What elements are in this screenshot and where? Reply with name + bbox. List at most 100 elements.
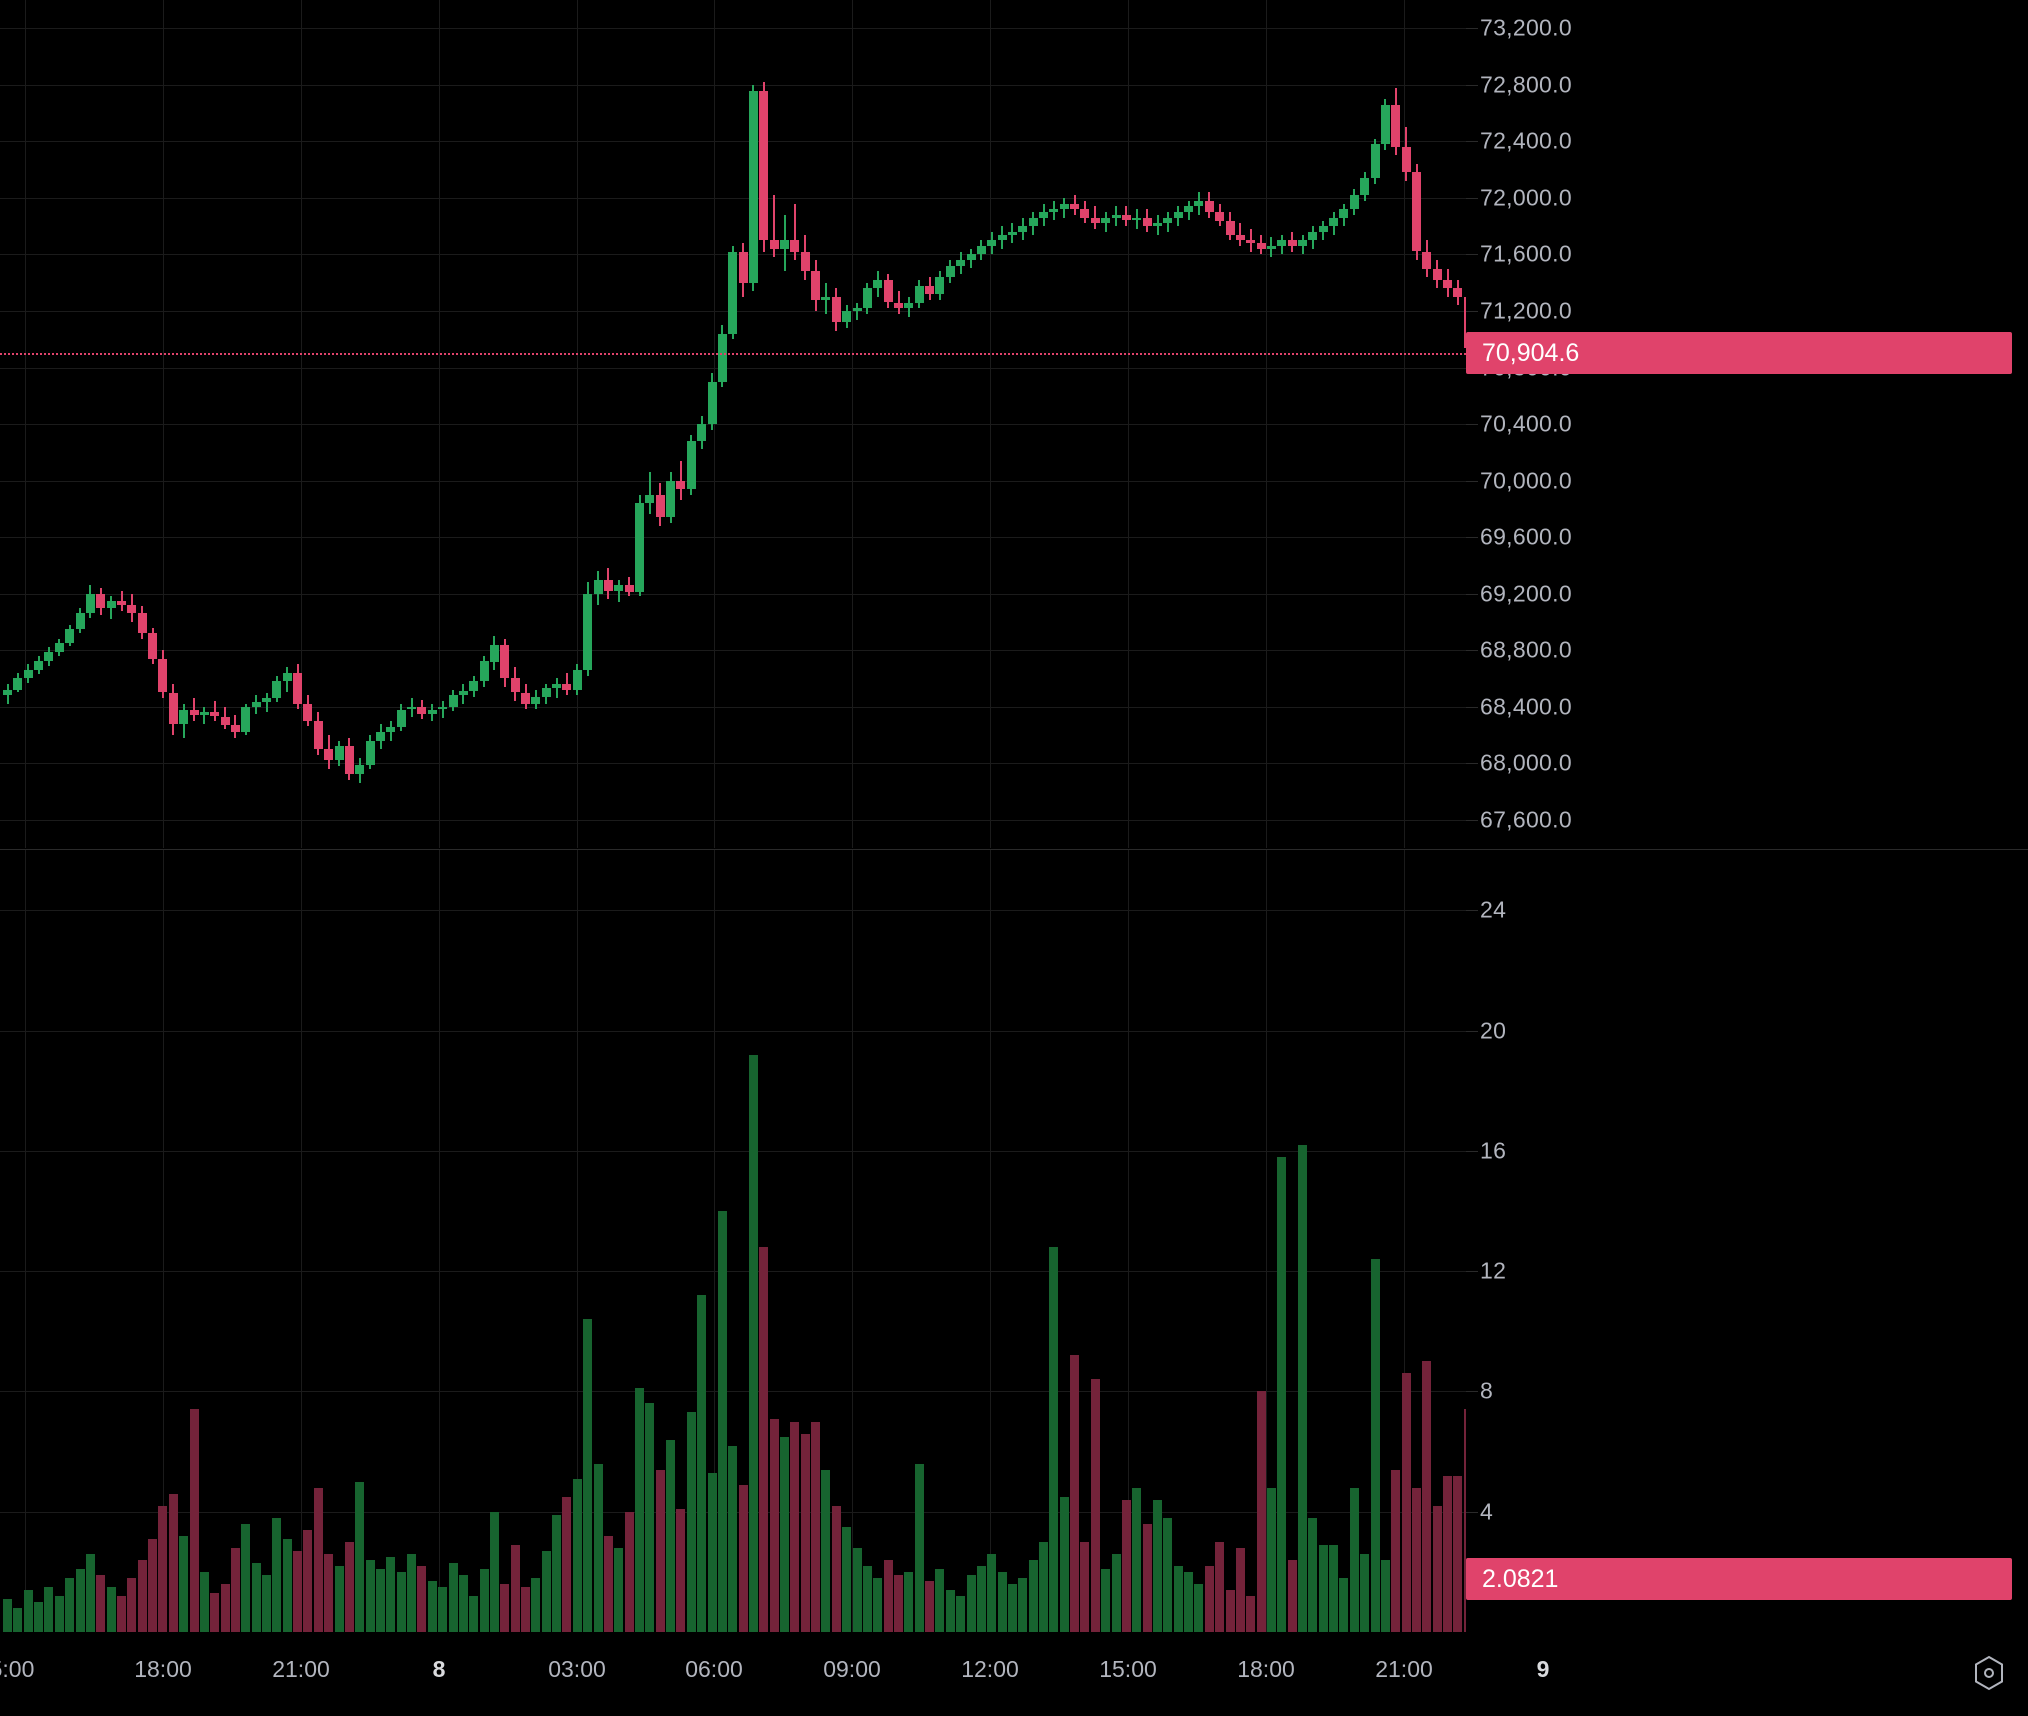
candle-body — [262, 698, 271, 703]
price-pane[interactable] — [0, 0, 1466, 848]
candle-body — [13, 678, 23, 690]
volume-bar — [1246, 1595, 1256, 1632]
candle-body — [748, 90, 758, 283]
time-axis[interactable]: 5:00 18:00 21:00 8 03:00 06:00 09:00 12:00 15:00… — [0, 1632, 2028, 1716]
volume-bar — [3, 1598, 12, 1632]
volume-bar — [479, 1568, 489, 1632]
gridline — [0, 367, 1466, 369]
candle-wick — [565, 672, 568, 696]
candle-body — [65, 628, 75, 643]
volume-bar — [666, 1439, 675, 1632]
target-icon[interactable] — [1968, 1652, 2010, 1694]
volume-bar — [106, 1586, 116, 1632]
volume-bar — [1329, 1544, 1339, 1632]
candle-body — [1153, 223, 1162, 227]
candle-body — [427, 709, 437, 714]
volume-bar — [96, 1574, 106, 1632]
volume-pane[interactable] — [0, 850, 1466, 1632]
gridline — [0, 197, 1466, 199]
gridline — [0, 650, 1466, 652]
candle-body — [1194, 200, 1204, 207]
price-axis[interactable]: 73,200.0 72,800.0 72,400.0 72,000.0 71,600.0… — [1466, 0, 2028, 849]
price-axis-tick-label: 72,800.0 — [1480, 71, 1572, 98]
volume-bar — [282, 1538, 292, 1632]
volume-bar — [914, 1463, 924, 1632]
volume-bar — [800, 1433, 810, 1632]
volume-bar — [510, 1544, 520, 1632]
price-axis-tick-label: 68,000.0 — [1480, 749, 1572, 776]
volume-bar — [1391, 1469, 1401, 1632]
candle-body — [956, 260, 966, 266]
candle-body — [1360, 178, 1370, 196]
candle-body — [1132, 217, 1142, 221]
volume-bar — [344, 1541, 354, 1632]
gridline — [990, 0, 991, 848]
volume-bar — [1039, 1541, 1048, 1632]
volume-bar — [220, 1583, 230, 1632]
volume-bar — [728, 1445, 738, 1632]
pane-divider[interactable] — [0, 849, 2028, 850]
volume-bar — [324, 1553, 334, 1632]
gridline — [714, 0, 715, 848]
candle-body — [1422, 251, 1432, 269]
volume-bar — [541, 1550, 551, 1632]
candle-body — [396, 709, 406, 727]
volume-bar — [1184, 1571, 1193, 1632]
candle-body — [1329, 217, 1339, 227]
gridline — [0, 28, 1466, 30]
candle-body — [3, 689, 12, 696]
axis-tick — [1466, 1511, 1478, 1513]
volume-axis[interactable]: 24 20 16 12 8 4 2.0821 — [1466, 850, 2028, 1632]
volume-bar — [1360, 1553, 1370, 1632]
last-volume-badge: 2.0821 — [1466, 1558, 2012, 1601]
gridline — [852, 850, 853, 1632]
volume-bar — [1422, 1361, 1432, 1632]
candle-body — [324, 749, 334, 761]
candle-body — [1007, 231, 1017, 235]
volume-bar — [469, 1595, 479, 1632]
candle-wick — [679, 460, 682, 501]
candle-body — [500, 644, 510, 679]
candle-body — [1028, 217, 1038, 227]
candle-body — [707, 381, 717, 424]
volume-bar — [1256, 1391, 1266, 1632]
candle-body — [1318, 226, 1328, 232]
axis-tick — [1466, 1271, 1478, 1273]
volume-bar — [562, 1496, 572, 1632]
candle-body — [790, 240, 800, 252]
candle-body — [210, 712, 220, 717]
volume-bar — [1235, 1547, 1245, 1632]
axis-tick — [1466, 84, 1478, 86]
time-axis-tick-label: 18:00 — [1237, 1656, 1295, 1682]
gridline — [1128, 850, 1129, 1632]
candle-body — [1235, 234, 1245, 241]
volume-bar — [635, 1388, 644, 1632]
gridline — [25, 0, 26, 848]
volume-bar — [1225, 1589, 1235, 1632]
gridline — [0, 593, 1466, 595]
price-axis-tick-label: 68,800.0 — [1480, 636, 1572, 663]
volume-bar — [386, 1556, 396, 1632]
gridline — [577, 0, 578, 848]
candle-body — [1443, 279, 1452, 289]
candle-body — [1039, 212, 1048, 218]
candle-body — [945, 265, 955, 277]
axis-tick — [1466, 763, 1478, 765]
candle-body — [365, 740, 375, 765]
volume-bar — [1153, 1499, 1162, 1632]
candle-body — [925, 285, 934, 294]
price-axis-tick-label: 73,200.0 — [1480, 14, 1572, 41]
volume-bar — [376, 1568, 385, 1632]
volume-bar — [65, 1577, 75, 1632]
candle-body — [728, 251, 738, 334]
volume-bar — [1059, 1496, 1069, 1632]
volume-bar — [1349, 1487, 1359, 1632]
axis-tick — [1466, 480, 1478, 482]
candle-body — [1101, 217, 1111, 224]
volume-bar — [1121, 1499, 1131, 1632]
candle-body — [852, 308, 862, 311]
candle-body — [1298, 240, 1307, 246]
axis-tick — [1466, 310, 1478, 312]
candle-body — [1111, 214, 1121, 218]
